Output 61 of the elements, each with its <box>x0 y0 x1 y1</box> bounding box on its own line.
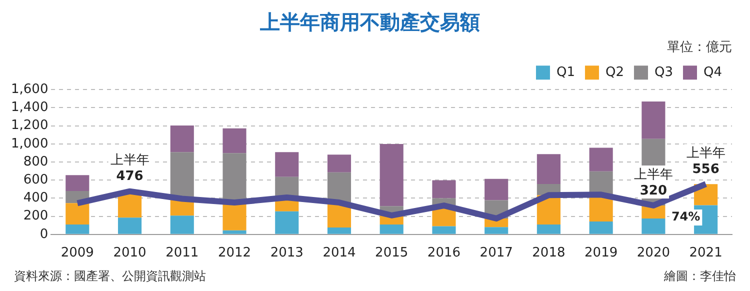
x-tick-label: 2021 <box>689 246 722 261</box>
x-tick-label: 2014 <box>322 246 356 261</box>
bar <box>536 224 560 234</box>
y-tick-label: 600 <box>23 172 48 188</box>
bar <box>170 216 194 234</box>
bar <box>118 218 142 234</box>
x-tick-label: 2020 <box>636 246 670 261</box>
y-tick-label: 1,400 <box>11 100 48 116</box>
chart-subtitle: 單位：億元 <box>667 40 732 56</box>
legend-label: Q4 <box>703 64 722 80</box>
y-tick-label: 1,000 <box>11 136 48 152</box>
bar <box>536 154 560 184</box>
bar <box>170 126 194 152</box>
bar <box>432 226 456 234</box>
annotation: 上半年 556 <box>686 146 726 177</box>
annotation: 上半年 320 <box>634 167 673 198</box>
annotation: 上半年 476 <box>110 153 150 184</box>
source-note: 資料來源：國產署、公開資訊觀測站 <box>14 268 206 285</box>
bar <box>66 224 90 234</box>
bar <box>380 144 404 206</box>
y-tick-label: 1,600 <box>11 82 48 97</box>
bar <box>275 211 299 234</box>
bar <box>589 148 613 172</box>
x-tick-label: 2016 <box>427 246 461 261</box>
y-tick-label: 200 <box>23 208 48 224</box>
bar <box>642 101 666 139</box>
legend-label: Q1 <box>556 64 575 80</box>
y-tick-label: 0 <box>40 226 48 242</box>
bar <box>222 230 246 234</box>
legend-label: Q3 <box>654 64 674 80</box>
bar <box>66 203 90 224</box>
x-tick-label: 2009 <box>60 246 94 261</box>
x-tick-label: 2015 <box>375 246 408 261</box>
chart-title: 上半年商用不動產交易額 <box>259 10 480 34</box>
y-tick-label: 800 <box>23 154 48 170</box>
y-tick-label: 1,200 <box>11 118 48 134</box>
x-tick-label: 2017 <box>480 246 513 261</box>
bar <box>222 202 246 230</box>
x-tick-label: 2019 <box>584 246 618 261</box>
annotation: 74% <box>671 210 700 224</box>
legend-label: Q2 <box>605 64 624 80</box>
bar <box>170 152 194 199</box>
bar <box>327 228 352 234</box>
bar <box>484 178 508 200</box>
bar <box>642 218 666 234</box>
text: 繪圖：李佳怡 <box>664 268 736 285</box>
bar <box>327 154 352 172</box>
bar <box>432 180 456 198</box>
x-tick-label: 2010 <box>113 246 146 261</box>
bar <box>222 128 246 154</box>
x-tick-label: 2018 <box>532 246 566 261</box>
x-tick-label: 2011 <box>166 246 199 261</box>
x-tick-label: 2012 <box>218 246 252 261</box>
x-tick-label: 2013 <box>270 246 304 261</box>
bar <box>589 221 613 234</box>
bar <box>327 172 352 203</box>
bar <box>66 175 90 191</box>
y-tick-label: 400 <box>23 190 48 206</box>
bar <box>380 224 404 234</box>
bar <box>484 227 508 234</box>
bar <box>275 152 299 177</box>
